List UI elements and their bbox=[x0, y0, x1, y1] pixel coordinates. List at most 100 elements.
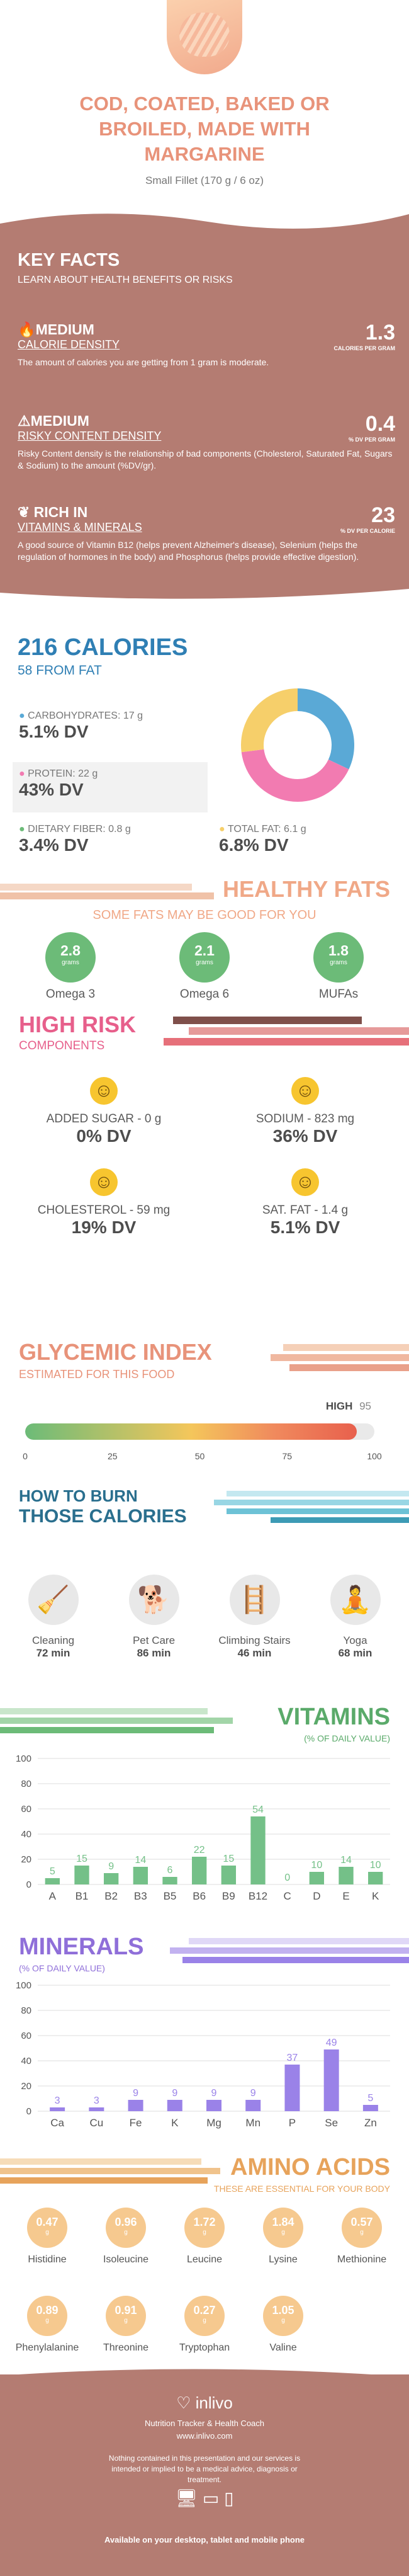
section-divider bbox=[0, 884, 214, 899]
footer: ♡ inlivo Nutrition Tracker & Health Coac… bbox=[0, 2369, 409, 2576]
section-divider bbox=[170, 1938, 409, 1963]
fat-name: Omega 3 bbox=[45, 988, 96, 1001]
vitamins-section: VITAMINS (% OF DAILY VALUE) 100 80 60 40 20 0… bbox=[0, 1701, 409, 1927]
calories-title: 216 CALORIES bbox=[18, 634, 188, 661]
bar-A bbox=[45, 1878, 60, 1884]
minerals-title: MINERALS bbox=[19, 1934, 144, 1960]
section-divider bbox=[214, 1491, 409, 1523]
section-divider bbox=[0, 1708, 233, 1733]
amino-name: Phenylalanine bbox=[15, 2342, 79, 2353]
vitamins-subtitle: (% OF DAILY VALUE) bbox=[304, 1733, 390, 1743]
bar-value-label: 54 bbox=[252, 1804, 264, 1815]
activity-time: 46 min bbox=[237, 1647, 272, 1659]
risk-cholesterol: ☺ CHOLESTEROL - 59 mg 19% DV bbox=[13, 1168, 195, 1238]
healthy-fats-section: HEALTHY FATS SOME FATS MAY BE GOOD FOR Y… bbox=[0, 872, 409, 1033]
bar-Ca bbox=[50, 2107, 65, 2111]
y-tick-label: 40 bbox=[21, 2056, 31, 2066]
fiber-label: ● DIETARY FIBER: 0.8 g bbox=[19, 824, 131, 835]
bar-D bbox=[309, 1872, 324, 1884]
x-tick-label: Fe bbox=[130, 2117, 142, 2129]
x-tick-label: P bbox=[289, 2117, 296, 2129]
x-tick-label: D bbox=[313, 1890, 320, 1902]
activity-yoga: 🧘 Yoga 68 min bbox=[310, 1575, 401, 1660]
fact-label: CALORIE DENSITY bbox=[18, 338, 120, 351]
bar-B5 bbox=[162, 1877, 177, 1884]
carbs-label: ● CARBOHYDRATES: 17 g bbox=[19, 710, 143, 721]
bar-Mg bbox=[206, 2100, 221, 2111]
fact-unit: CALORIES PER GRAM bbox=[333, 345, 395, 351]
amino-item-methionine: 0.57 g Methionine bbox=[324, 2208, 400, 2265]
amino-unit: g bbox=[124, 2229, 128, 2236]
bar-B9 bbox=[221, 1866, 236, 1884]
serving-size: Small Fillet (170 g / 6 oz) bbox=[145, 174, 264, 186]
amino-circle: 1.72 g bbox=[184, 2208, 225, 2248]
fact-label: RISKY CONTENT DENSITY bbox=[18, 430, 162, 442]
donut-slice-protein bbox=[241, 749, 349, 802]
glycemic-subtitle: ESTIMATED FOR THIS FOOD bbox=[19, 1368, 175, 1381]
amino-name: Lysine bbox=[269, 2254, 298, 2265]
amino-circle: 0.57 g bbox=[342, 2208, 382, 2248]
healthy-fats-subtitle: SOME FATS MAY BE GOOD FOR YOU bbox=[92, 908, 317, 922]
y-tick-label: 0 bbox=[26, 2106, 31, 2117]
amino-unit: g bbox=[45, 2229, 49, 2236]
key-facts-subtitle: LEARN ABOUT HEALTH BENEFITS OR RISKS bbox=[18, 275, 233, 285]
x-tick-label: K bbox=[372, 1890, 379, 1902]
fact-level: MEDIUM bbox=[35, 321, 94, 338]
protein-stat: ● PROTEIN: 22 g 43% DV bbox=[13, 762, 208, 812]
protein-dv: 43% DV bbox=[19, 780, 84, 799]
fat-name: Omega 6 bbox=[179, 988, 230, 1001]
y-tick-label: 100 bbox=[16, 1980, 31, 1991]
y-tick-label: 40 bbox=[21, 1829, 31, 1840]
risk-dv: 36% DV bbox=[272, 1126, 338, 1146]
protein-label: ● PROTEIN: 22 g bbox=[19, 768, 98, 779]
amino-value: 0.57 bbox=[350, 2216, 373, 2228]
x-tick-label: Ca bbox=[50, 2117, 64, 2129]
bar-Cu bbox=[89, 2107, 104, 2111]
y-tick-label: 100 bbox=[16, 1753, 31, 1764]
amino-item-phenylalanine: 0.89 g Phenylalanine bbox=[9, 2296, 85, 2354]
key-facts-section: KEY FACTS LEARN ABOUT HEALTH BENEFITS OR… bbox=[0, 245, 409, 582]
activity-pet-care: 🐕 Pet Care 86 min bbox=[108, 1575, 199, 1660]
fact-level: RICH IN bbox=[33, 504, 88, 520]
x-tick-label: B6 bbox=[193, 1890, 206, 1902]
amino-section: AMINO ACIDS THESE ARE ESSENTIAL FOR YOUR… bbox=[0, 2151, 409, 2374]
x-tick-label: B1 bbox=[76, 1890, 89, 1902]
activity-climbing-stairs: 🪜 Climbing Stairs 46 min bbox=[209, 1575, 300, 1660]
amino-value: 1.72 bbox=[193, 2216, 216, 2228]
x-tick-label: K bbox=[171, 2117, 179, 2129]
activity-name: Cleaning bbox=[31, 1634, 75, 1646]
amino-unit: g bbox=[203, 2317, 206, 2324]
fact-desc: The amount of calories you are getting f… bbox=[18, 357, 269, 367]
bar-E bbox=[339, 1867, 354, 1884]
amino-value: 0.89 bbox=[36, 2304, 59, 2317]
amino-item-valine: 1.05 g Valine bbox=[245, 2296, 321, 2354]
bar-value-label: 5 bbox=[50, 1866, 55, 1877]
bar-K bbox=[167, 2100, 182, 2111]
bar-Se bbox=[323, 2049, 339, 2111]
amino-value: 1.84 bbox=[272, 2216, 294, 2228]
risk-dv: 19% DV bbox=[71, 1217, 137, 1237]
x-tick-label: C bbox=[284, 1890, 291, 1902]
y-tick-label: 0 bbox=[26, 1879, 31, 1890]
glycemic-ticks: 0 25 50 75 100 bbox=[23, 1451, 382, 1461]
x-tick-label: B9 bbox=[222, 1890, 235, 1902]
glycemic-scale bbox=[25, 1423, 374, 1440]
amino-item-isoleucine: 0.96 g Isoleucine bbox=[88, 2208, 164, 2265]
amino-value: 1.05 bbox=[272, 2304, 294, 2317]
risk-dv: 0% DV bbox=[76, 1126, 132, 1146]
disclaimer: Nothing contained in this presentation a… bbox=[108, 2454, 301, 2484]
fat-name: MUFAs bbox=[318, 988, 359, 1001]
activity-time: 72 min bbox=[36, 1647, 70, 1659]
brand-logo: ♡ inlivo bbox=[0, 2393, 409, 2413]
amino-name: Isoleucine bbox=[103, 2254, 149, 2265]
glycemic-value: 95 bbox=[359, 1400, 371, 1412]
calories-subtitle: 58 FROM FAT bbox=[18, 663, 102, 678]
minerals-bar-chart: 100 80 60 40 20 0 3 Ca 3 Cu 9 Fe 9 K 9 Mg 9 Mn 37 P 49 Se 5 Zn bbox=[16, 1980, 390, 2129]
cleaning-icon: 🧹 bbox=[28, 1575, 79, 1625]
amino-circle: 0.27 g bbox=[184, 2296, 225, 2336]
x-tick-label: Mg bbox=[206, 2117, 221, 2129]
burn-section: HOW TO BURN THOSE CALORIES 🧹 Cleaning 72… bbox=[0, 1483, 409, 1688]
brand-url[interactable]: www.inlivo.com bbox=[176, 2431, 233, 2441]
fact-unit: % DV PER CALORIE bbox=[340, 528, 395, 534]
header-wave bbox=[0, 214, 409, 246]
